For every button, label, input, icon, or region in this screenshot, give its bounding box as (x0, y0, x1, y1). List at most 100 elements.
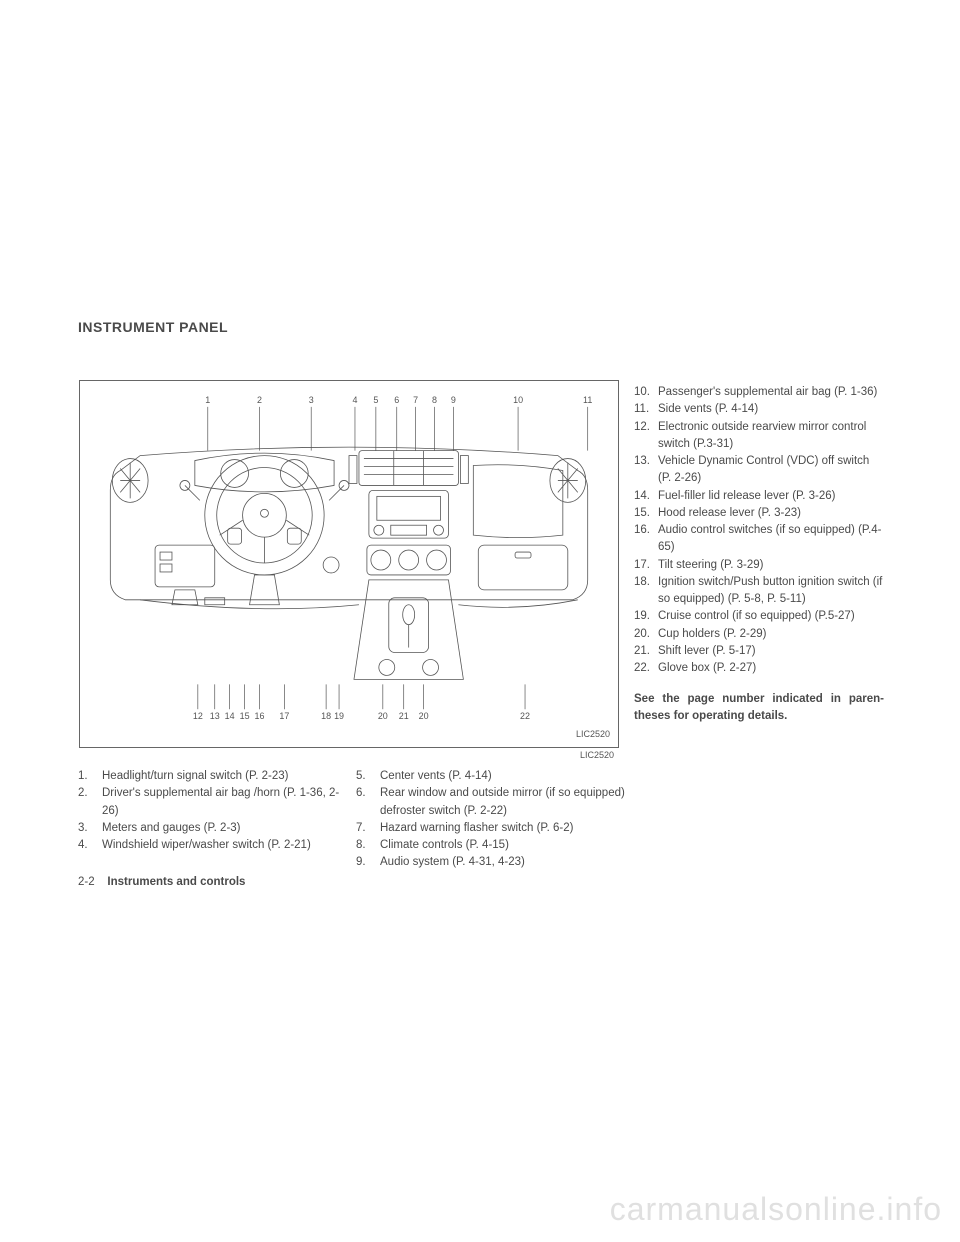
list-number: 8. (356, 837, 380, 854)
list-text: Hazard warning flasher switch (P. 6-2) (380, 820, 628, 837)
list-item: 3.Meters and gauges (P. 2-3) (78, 820, 350, 837)
svg-text:22: 22 (520, 711, 530, 721)
list-text: Driver's supplemental air bag /horn (P. … (102, 785, 350, 820)
svg-text:17: 17 (279, 711, 289, 721)
list-item: 22.Glove box (P. 2-27) (634, 660, 884, 677)
list-text: Headlight/turn signal switch (P. 2-23) (102, 768, 350, 785)
svg-text:16: 16 (255, 711, 265, 721)
list-number: 18. (634, 574, 658, 609)
list-item: 11.Side vents (P. 4-14) (634, 401, 884, 418)
list-item: 14.Fuel-filler lid release lever (P. 3-2… (634, 488, 884, 505)
list-number: 22. (634, 660, 658, 677)
watermark: carmanualsonline.info (610, 1191, 942, 1228)
list-number: 10. (634, 384, 658, 401)
dashboard-illustration: 1234567891011 121314151617181920212022 (80, 381, 618, 747)
list-item: 17.Tilt steering (P. 3-29) (634, 557, 884, 574)
list-text: Fuel-filler lid release lever (P. 3-26) (658, 488, 884, 505)
instrument-panel-diagram: 1234567891011 121314151617181920212022 (79, 380, 619, 748)
list-item: 8.Climate controls (P. 4-15) (356, 837, 628, 854)
diagram-code-inner: LIC2520 (576, 729, 610, 739)
list-item: 12.Electronic outside rearview mirror co… (634, 419, 884, 454)
svg-text:3: 3 (309, 395, 314, 405)
footer-note: See the page number indicated in paren­t… (634, 691, 884, 724)
list-item: 18.Ignition switch/Push button ignition … (634, 574, 884, 609)
list-text: Shift lever (P. 5-17) (658, 643, 884, 660)
list-text: Climate controls (P. 4-15) (380, 837, 628, 854)
diagram-code-outer: LIC2520 (580, 750, 614, 760)
list-number: 1. (78, 768, 102, 785)
list-number: 5. (356, 768, 380, 785)
list-number: 21. (634, 643, 658, 660)
list-number: 12. (634, 419, 658, 454)
list-text: Vehicle Dynamic Control (VDC) off switch… (658, 453, 884, 488)
list-number: 6. (356, 785, 380, 820)
item-list-middle: 5.Center vents (P. 4-14)6.Rear window an… (356, 768, 628, 872)
list-number: 20. (634, 626, 658, 643)
list-item: 15.Hood release lever (P. 3-23) (634, 505, 884, 522)
list-number: 3. (78, 820, 102, 837)
list-text: Audio control switches (if so equipped) … (658, 522, 884, 557)
list-text: Hood release lever (P. 3-23) (658, 505, 884, 522)
list-number: 15. (634, 505, 658, 522)
list-item: 20.Cup holders (P. 2-29) (634, 626, 884, 643)
page-title: INSTRUMENT PANEL (78, 319, 228, 335)
list-text: Side vents (P. 4-14) (658, 401, 884, 418)
list-number: 7. (356, 820, 380, 837)
svg-text:18: 18 (321, 711, 331, 721)
list-item: 21.Shift lever (P. 5-17) (634, 643, 884, 660)
section-name: Instruments and controls (107, 876, 245, 888)
list-item: 5.Center vents (P. 4-14) (356, 768, 628, 785)
svg-text:20: 20 (378, 711, 388, 721)
svg-text:15: 15 (240, 711, 250, 721)
list-number: 13. (634, 453, 658, 488)
svg-text:1: 1 (205, 395, 210, 405)
list-number: 17. (634, 557, 658, 574)
item-list-left: 1.Headlight/turn signal switch (P. 2-23)… (78, 768, 350, 854)
svg-text:5: 5 (373, 395, 378, 405)
list-number: 9. (356, 854, 380, 871)
list-text: Ignition switch/Push button ignition swi… (658, 574, 884, 609)
list-item: 4.Windshield wiper/washer switch (P. 2-2… (78, 837, 350, 854)
list-item: 9.Audio system (P. 4-31, 4-23) (356, 854, 628, 871)
list-number: 19. (634, 608, 658, 625)
svg-text:20: 20 (419, 711, 429, 721)
page-number: 2-2 (78, 876, 95, 888)
list-item: 13.Vehicle Dynamic Control (VDC) off swi… (634, 453, 884, 488)
list-text: Windshield wiper/washer switch (P. 2-21) (102, 837, 350, 854)
list-text: Cruise control (if so equipped) (P.5-27) (658, 608, 884, 625)
list-text: Glove box (P. 2-27) (658, 660, 884, 677)
list-item: 7.Hazard warning flasher switch (P. 6-2) (356, 820, 628, 837)
item-list-right: 10.Passenger's supplemental air bag (P. … (634, 384, 884, 725)
list-number: 2. (78, 785, 102, 820)
list-item: 10.Passenger's supplemental air bag (P. … (634, 384, 884, 401)
list-text: Electronic outside rearview mirror contr… (658, 419, 884, 454)
list-text: Cup holders (P. 2-29) (658, 626, 884, 643)
list-item: 16.Audio control switches (if so equippe… (634, 522, 884, 557)
svg-text:13: 13 (210, 711, 220, 721)
list-item: 6.Rear window and outside mirror (if so … (356, 785, 628, 820)
list-item: 2.Driver's supplemental air bag /horn (P… (78, 785, 350, 820)
svg-text:11: 11 (583, 395, 592, 405)
list-number: 14. (634, 488, 658, 505)
svg-text:6: 6 (394, 395, 399, 405)
list-text: Center vents (P. 4-14) (380, 768, 628, 785)
svg-text:10: 10 (513, 395, 523, 405)
svg-text:14: 14 (225, 711, 235, 721)
list-item: 19.Cruise control (if so equipped) (P.5-… (634, 608, 884, 625)
svg-text:12: 12 (193, 711, 203, 721)
list-text: Audio system (P. 4-31, 4-23) (380, 854, 628, 871)
svg-text:7: 7 (413, 395, 418, 405)
list-text: Passenger's supplemental air bag (P. 1-3… (658, 384, 884, 401)
list-text: Rear window and outside mirror (if so eq… (380, 785, 628, 820)
svg-text:2: 2 (257, 395, 262, 405)
svg-text:8: 8 (432, 395, 437, 405)
list-item: 1.Headlight/turn signal switch (P. 2-23) (78, 768, 350, 785)
svg-text:4: 4 (352, 395, 357, 405)
svg-text:21: 21 (399, 711, 409, 721)
list-text: Meters and gauges (P. 2-3) (102, 820, 350, 837)
page-footer: 2-2 Instruments and controls (78, 876, 245, 888)
svg-text:19: 19 (334, 711, 344, 721)
list-number: 16. (634, 522, 658, 557)
list-number: 4. (78, 837, 102, 854)
list-text: Tilt steering (P. 3-29) (658, 557, 884, 574)
